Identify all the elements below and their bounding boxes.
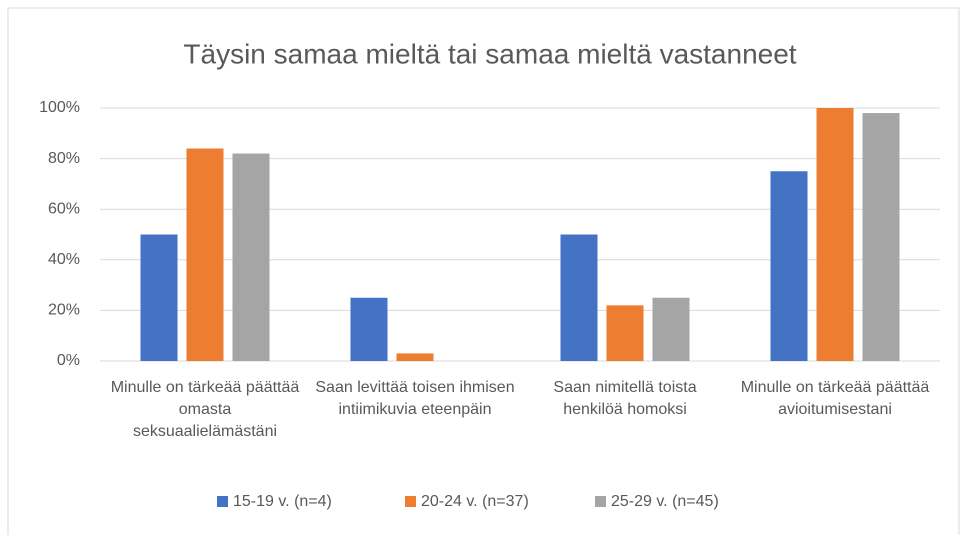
bar [606,305,644,361]
x-tick-label: Saan nimitellä toista henkilöä homoksi [553,379,697,418]
x-tick-label: Minulle on tärkeää päättää omasta seksua… [110,379,300,440]
bar [140,234,178,361]
bar [186,148,224,361]
x-tick-label: Saan levittää toisen ihmisen intiimikuvi… [315,379,515,418]
x-tick-label: Minulle on tärkeää päättää avioitumisest… [740,379,930,418]
legend-label: 25-29 v. (n=45) [611,493,719,510]
y-tick-label: 40% [48,251,80,268]
legend-label: 20-24 v. (n=37) [421,493,529,510]
bar [816,108,854,361]
legend-label: 15-19 v. (n=4) [233,493,332,510]
y-tick-label: 60% [48,200,80,217]
y-tick-label: 20% [48,302,80,319]
bar [560,234,598,361]
y-tick-label: 100% [39,99,80,116]
bar [396,353,434,361]
legend-swatch [217,496,228,507]
legend-swatch [595,496,606,507]
y-tick-label: 80% [48,150,80,167]
bar [350,297,388,361]
bar [232,153,270,361]
bar [862,113,900,361]
bar [652,297,690,361]
y-tick-label: 0% [57,352,80,369]
bar [770,171,808,361]
chart-title: Täysin samaa mieltä tai samaa mieltä vas… [183,38,796,69]
chart-frame [7,7,960,535]
legend-swatch [405,496,416,507]
